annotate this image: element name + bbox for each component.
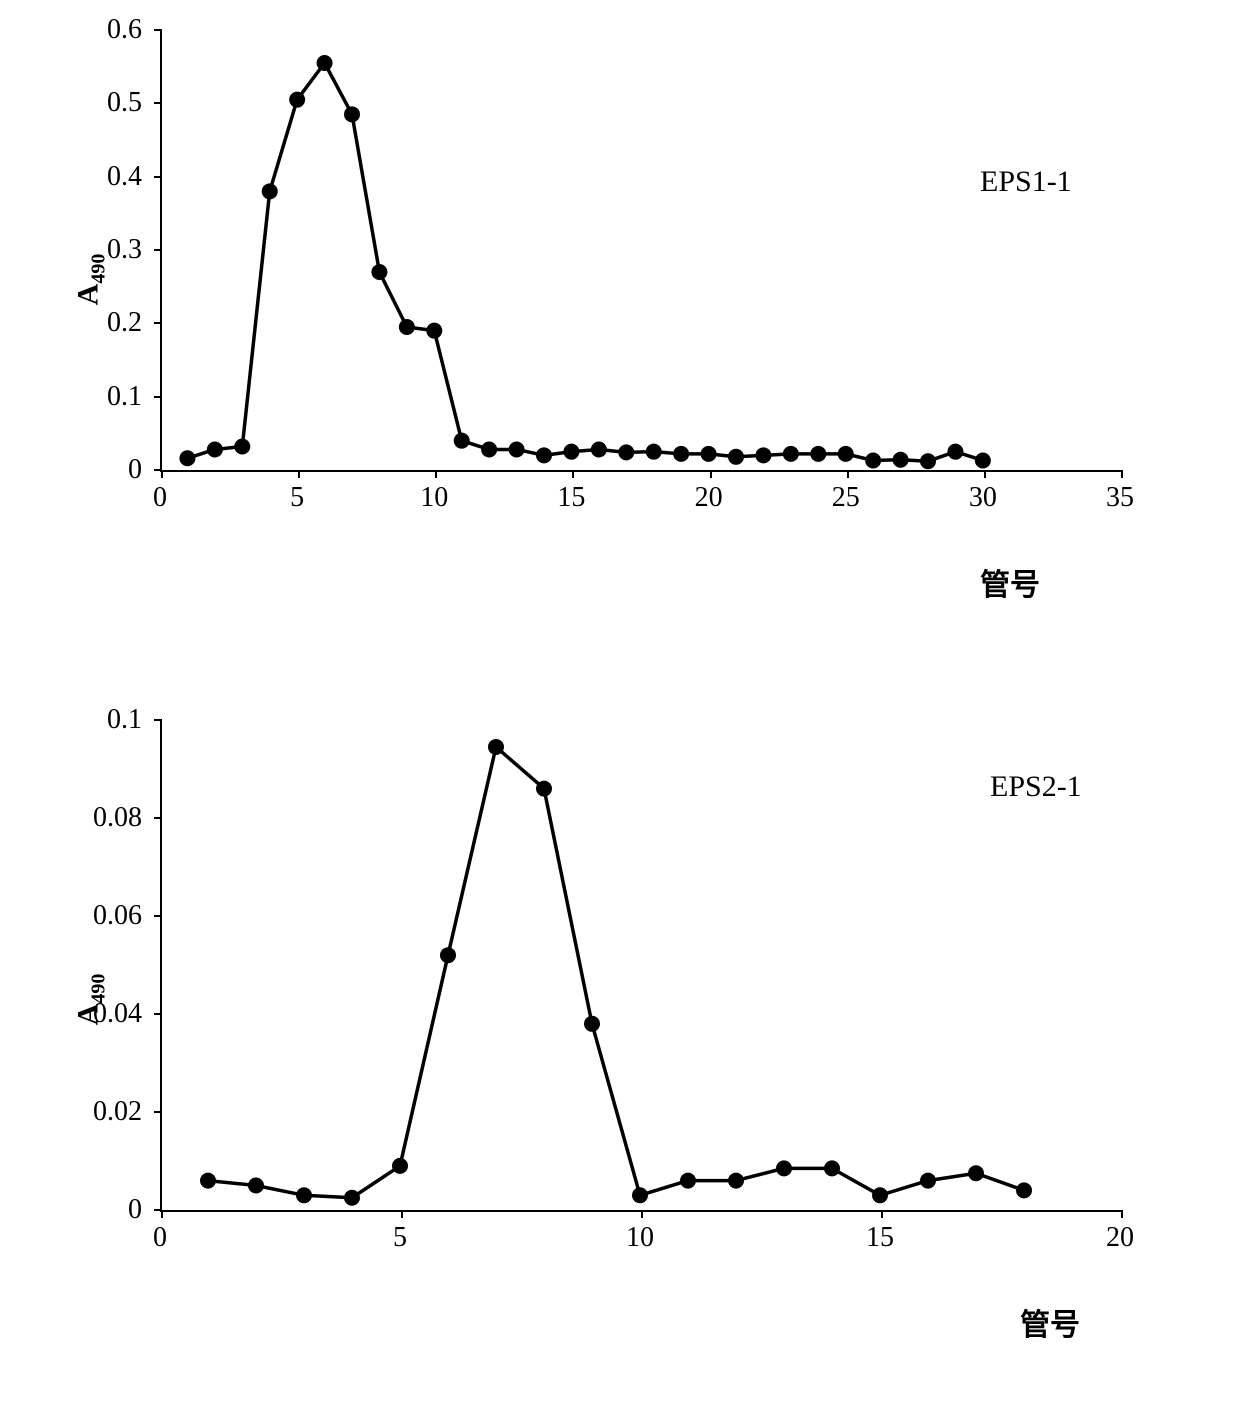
chart1-xtick-label: 25 (832, 482, 860, 514)
chart2-xtick (401, 1210, 403, 1218)
chart2-xtick-label: 0 (153, 1222, 167, 1254)
chart2-marker (728, 1173, 744, 1189)
figure-root: 0510152025303500.10.20.30.40.50.6EPS1-1管… (0, 0, 1240, 1422)
chart2-line (208, 747, 1024, 1198)
chart1-xtick (1121, 470, 1123, 478)
chart1-marker (673, 446, 689, 462)
chart2-ytick-label: 0.08 (82, 802, 142, 834)
chart1-marker (289, 92, 305, 108)
chart2-marker (488, 739, 504, 755)
chart2-marker (536, 781, 552, 797)
chart1-xtick-label: 0 (153, 482, 167, 514)
chart1-marker (179, 450, 195, 466)
chart1-marker (975, 452, 991, 468)
chart1-ytick-label: 0.2 (82, 307, 142, 339)
chart2-marker (680, 1173, 696, 1189)
chart2-svg (160, 720, 1120, 1210)
chart1-xtick (572, 470, 574, 478)
chart2-ytick-label: 0.1 (82, 704, 142, 736)
chart2-marker (296, 1187, 312, 1203)
chart1-ytick-label: 0 (82, 454, 142, 486)
chart2-xtick-label: 15 (866, 1222, 894, 1254)
chart1-xlabel: 管号 (980, 560, 1040, 604)
chart1-marker (509, 441, 525, 457)
chart2-marker (632, 1187, 648, 1203)
chart1-ytick-label: 0.5 (82, 87, 142, 119)
chart1-xtick-label: 10 (420, 482, 448, 514)
chart1-marker (399, 319, 415, 335)
chart2-ytick-label: 0.06 (82, 900, 142, 932)
chart1-marker (563, 444, 579, 460)
chart1-xtick (984, 470, 986, 478)
chart2-xtick (641, 1210, 643, 1218)
chart1-marker (865, 452, 881, 468)
chart1-ytick-label: 0.1 (82, 381, 142, 413)
chart2-marker (248, 1178, 264, 1194)
chart2-xtick-label: 20 (1106, 1222, 1134, 1254)
chart1-xtick-label: 15 (557, 482, 585, 514)
chart1-marker (481, 441, 497, 457)
chart1-xtick (298, 470, 300, 478)
chart2-series-label: EPS2-1 (990, 770, 1082, 804)
chart2-xlabel: 管号 (1020, 1300, 1080, 1344)
chart2-marker (1016, 1182, 1032, 1198)
chart2-xtick-label: 10 (626, 1222, 654, 1254)
chart1-xtick (435, 470, 437, 478)
chart2-xtick (881, 1210, 883, 1218)
chart1-marker (947, 444, 963, 460)
chart1-marker (317, 55, 333, 71)
chart1-marker (646, 444, 662, 460)
chart1-marker (426, 323, 442, 339)
chart1-ylabel: A490 (71, 254, 110, 306)
chart1-xtick-label: 5 (290, 482, 304, 514)
chart1-marker (728, 449, 744, 465)
chart1-xtick (847, 470, 849, 478)
chart1-marker (262, 183, 278, 199)
chart1-marker (755, 447, 771, 463)
chart1-marker (536, 447, 552, 463)
chart1-ytick-label: 0.4 (82, 161, 142, 193)
chart2-xtick-label: 5 (393, 1222, 407, 1254)
chart1-marker (454, 433, 470, 449)
chart1-xtick-label: 20 (695, 482, 723, 514)
chart1-marker (371, 264, 387, 280)
chart2-xtick (1121, 1210, 1123, 1218)
chart1-xtick-label: 30 (969, 482, 997, 514)
chart1-marker (234, 439, 250, 455)
chart2-ytick-label: 0.02 (82, 1096, 142, 1128)
chart2-ytick-label: 0 (82, 1194, 142, 1226)
chart1-marker (893, 452, 909, 468)
chart1-marker (591, 441, 607, 457)
chart2-marker (200, 1173, 216, 1189)
chart2-ylabel: A490 (71, 974, 110, 1026)
chart2-marker (968, 1165, 984, 1181)
chart2-marker (824, 1160, 840, 1176)
chart2-marker (440, 947, 456, 963)
chart2-marker (392, 1158, 408, 1174)
chart2-marker (776, 1160, 792, 1176)
chart2-marker (920, 1173, 936, 1189)
chart1-line (187, 63, 982, 461)
chart1-marker (783, 446, 799, 462)
chart1-marker (344, 106, 360, 122)
chart1-marker (618, 444, 634, 460)
chart1-ytick-label: 0.6 (82, 14, 142, 46)
chart1-marker (810, 446, 826, 462)
chart1-svg (160, 30, 1120, 470)
chart1-marker (701, 446, 717, 462)
chart2-marker (584, 1016, 600, 1032)
chart1-xtick (161, 470, 163, 478)
chart1-marker (838, 446, 854, 462)
chart1-marker (920, 453, 936, 469)
chart2-xtick (161, 1210, 163, 1218)
chart1-xtick-label: 35 (1106, 482, 1134, 514)
chart1-xtick (710, 470, 712, 478)
chart1-marker (207, 441, 223, 457)
chart2-marker (872, 1187, 888, 1203)
chart2-marker (344, 1190, 360, 1206)
chart1-series-label: EPS1-1 (980, 165, 1072, 199)
